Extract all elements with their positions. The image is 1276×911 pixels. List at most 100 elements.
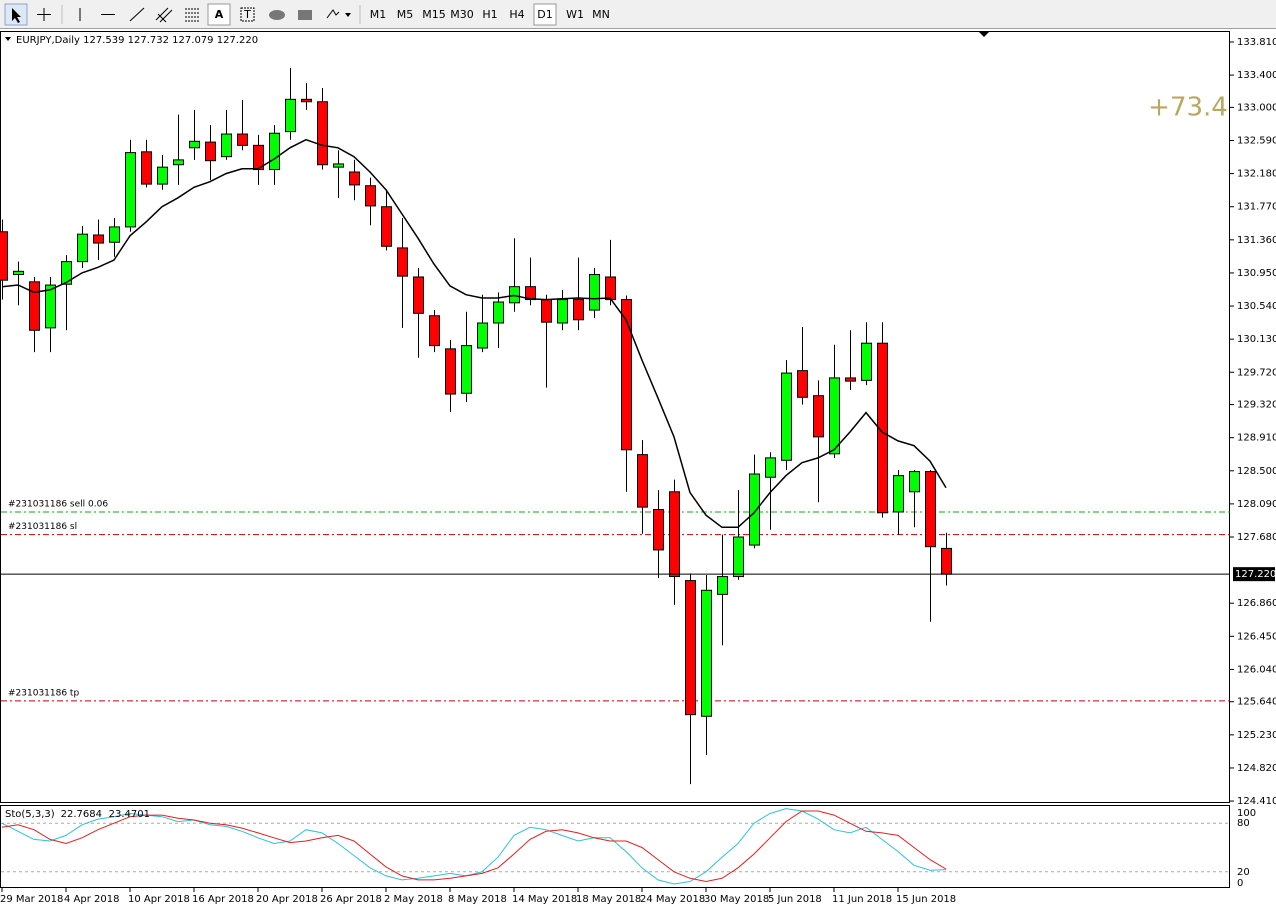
period-button[interactable]: M5 [397, 8, 414, 21]
y-tick-label: 131.360 [1237, 235, 1276, 246]
candle-body [749, 473, 760, 546]
candle-body [653, 509, 664, 551]
period-button[interactable]: M15 [422, 8, 446, 21]
x-tick-label: 10 Apr 2018 [128, 894, 190, 905]
x-tick-label: 18 May 2018 [576, 894, 641, 905]
candle-body [109, 226, 120, 243]
stochastic-title: Sto(5,3,3) [5, 809, 55, 820]
moving-average [1, 138, 947, 529]
candle-body [701, 589, 712, 717]
candle-body [237, 133, 248, 146]
text-button-label: A [215, 8, 224, 21]
candle-body [157, 166, 168, 185]
period-button[interactable]: D1 [537, 8, 552, 21]
candle-body [829, 377, 840, 455]
text-button[interactable] [207, 3, 231, 26]
x-tick-label: 16 Apr 2018 [192, 894, 254, 905]
crosshair-button[interactable] [37, 8, 51, 21]
period-button[interactable]: M30 [450, 8, 474, 21]
candle-body [125, 152, 136, 228]
arrows-button[interactable] [326, 9, 340, 19]
candle-body [221, 133, 232, 158]
y-tick-label: 133.000 [1237, 102, 1276, 113]
period-button[interactable]: MN [592, 8, 610, 21]
period-button-active[interactable] [533, 3, 557, 26]
candle-body [189, 140, 200, 149]
candle-body [845, 377, 856, 382]
y-tick-label: 20 [1237, 867, 1250, 878]
candle-body [461, 345, 472, 394]
candle-body [781, 372, 792, 461]
y-tick-label: 131.770 [1237, 202, 1276, 213]
period-buttons: M1 M5 M15 M30 H1 H4 D1 W1 MN [370, 3, 610, 26]
y-tick-label: 133.400 [1237, 70, 1276, 81]
profit-label: +73.4 [1148, 93, 1228, 123]
ellipse-button[interactable] [269, 10, 285, 20]
candle-body [333, 163, 344, 168]
candle-body [621, 299, 632, 451]
candle-body [317, 101, 328, 166]
candle-body [141, 151, 152, 185]
candle-body [61, 261, 72, 285]
candle-body [413, 276, 424, 314]
channel-button[interactable] [155, 7, 173, 23]
period-button[interactable]: H4 [509, 8, 524, 21]
candle-body [877, 342, 888, 514]
candle-body [477, 322, 488, 349]
candle-body [941, 547, 952, 575]
x-tick-label: 2 May 2018 [384, 894, 443, 905]
dropdown-arrow[interactable] [345, 13, 351, 17]
y-tick-label: 124.410 [1237, 796, 1276, 807]
y-tick-label: 130.950 [1237, 268, 1276, 279]
candle-body [13, 270, 24, 276]
period-button[interactable]: H1 [482, 8, 497, 21]
stochastic-area [0, 805, 1230, 888]
candle-body [429, 315, 440, 347]
shift-marker [979, 32, 989, 37]
order-level-label: #231031186 sell 0.06 [8, 499, 108, 509]
period-button[interactable]: M1 [370, 8, 387, 21]
candle-body [669, 491, 680, 578]
main-chart-area [0, 31, 1230, 803]
candle-body [301, 98, 312, 103]
candle-body [77, 233, 88, 263]
fibonacci-button[interactable] [185, 8, 199, 22]
stochastic-line [1, 810, 947, 883]
y-tick-label: 128.500 [1237, 466, 1276, 477]
x-tick-label: 29 Mar 2018 [0, 894, 63, 905]
x-tick-label: 11 Jun 2018 [832, 894, 892, 905]
candle-body [493, 301, 504, 324]
x-tick-label: 4 Apr 2018 [64, 894, 119, 905]
y-tick-label: 132.590 [1237, 136, 1276, 147]
trendline-button[interactable] [129, 7, 145, 22]
candle-body [285, 98, 296, 133]
text-label-button[interactable] [240, 7, 255, 22]
candle-body [445, 348, 456, 395]
y-tick-label: 100 [1237, 808, 1256, 819]
y-tick-label: 128.090 [1237, 499, 1276, 510]
candle-body [733, 536, 744, 578]
y-tick-label: 0 [1237, 878, 1243, 889]
x-tick-label: 15 Jun 2018 [896, 894, 956, 905]
y-tick-label: 132.180 [1237, 169, 1276, 180]
candle-body [589, 274, 600, 311]
cursor-icon [12, 8, 21, 23]
rectangle-button[interactable] [298, 10, 312, 20]
x-tick-label: 5 Jun 2018 [768, 894, 822, 905]
order-level-label: #231031186 tp [8, 688, 79, 698]
toolbar: A T M1 M5 M15 M30 H1 H4 D1 W1 MN [0, 0, 1276, 29]
y-tick-label: 125.640 [1237, 697, 1276, 708]
y-tick-label: 128.910 [1237, 433, 1276, 444]
x-tick-label: 30 May 2018 [704, 894, 769, 905]
candle-body [813, 395, 824, 438]
stochastic-line [1, 808, 947, 885]
y-tick-label: 125.230 [1237, 730, 1276, 741]
period-button[interactable]: W1 [566, 8, 584, 21]
candle-body [685, 580, 696, 716]
x-tick-label: 20 Apr 2018 [256, 894, 318, 905]
text-label-icon: T [243, 8, 251, 21]
candle-body [909, 471, 920, 493]
